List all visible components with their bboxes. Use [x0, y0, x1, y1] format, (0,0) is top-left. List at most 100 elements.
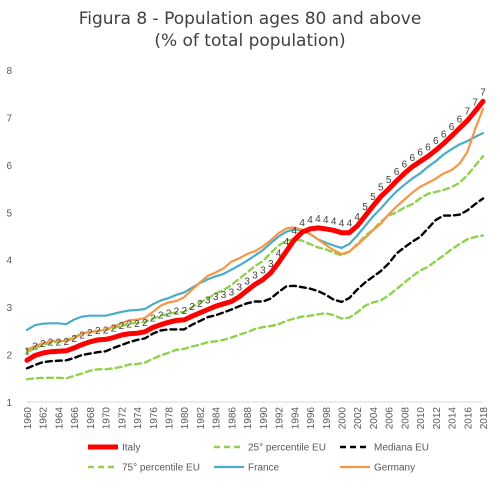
- x-tick-label: 2012: [432, 407, 443, 430]
- data-point-france: [89, 315, 91, 317]
- data-point-france: [427, 166, 429, 168]
- data-point-25-percentile-eu: [183, 348, 185, 350]
- data-point-italy: [183, 319, 185, 321]
- data-point-italy: [435, 149, 437, 151]
- x-tick-label: 2002: [353, 407, 364, 430]
- data-point-france: [176, 294, 178, 296]
- data-point-25-percentile-eu: [278, 323, 280, 325]
- data-point-25-percentile-eu: [89, 370, 91, 372]
- data-point-france: [113, 313, 115, 315]
- data-point-75-percentile-eu: [254, 265, 256, 267]
- data-point-france: [238, 265, 240, 267]
- x-tick-label: 2018: [479, 407, 490, 430]
- legend-label: 25° percentile EU: [248, 443, 326, 454]
- data-point-germany: [309, 233, 311, 235]
- data-point-italy: [278, 262, 280, 264]
- y-tick-label: 6: [6, 161, 12, 172]
- data-point-france: [443, 154, 445, 156]
- data-point-mediana-eu: [294, 285, 296, 287]
- data-point-italy: [207, 309, 209, 311]
- data-point-italy: [286, 250, 288, 252]
- data-point-germany: [459, 163, 461, 165]
- data-point-italy: [474, 110, 476, 112]
- data-point-italy: [176, 320, 178, 322]
- data-point-mediana-eu: [404, 247, 406, 249]
- data-point-france: [50, 322, 52, 324]
- data-label-italy: 3: [213, 292, 219, 303]
- x-tick-label: 1964: [54, 407, 65, 430]
- data-label-italy: 6: [457, 114, 463, 125]
- data-point-france: [270, 242, 272, 244]
- data-point-mediana-eu: [176, 329, 178, 331]
- data-point-25-percentile-eu: [168, 352, 170, 354]
- x-tick-label: 1998: [322, 407, 333, 430]
- data-label-italy: 1: [24, 346, 30, 357]
- chart-title-line1: Figura 8 - Population ages 80 and above: [78, 9, 422, 29]
- data-point-mediana-eu: [325, 294, 327, 296]
- data-point-mediana-eu: [191, 324, 193, 326]
- data-point-25-percentile-eu: [419, 270, 421, 272]
- data-point-france: [26, 329, 28, 331]
- data-point-25-percentile-eu: [459, 243, 461, 245]
- data-label-italy: 4: [323, 215, 329, 226]
- data-point-france: [380, 208, 382, 210]
- data-point-italy: [262, 279, 264, 281]
- data-point-75-percentile-eu: [238, 278, 240, 280]
- data-point-france: [388, 199, 390, 201]
- data-point-italy: [317, 227, 319, 229]
- data-point-france: [42, 323, 44, 325]
- data-label-italy: 6: [417, 148, 423, 159]
- data-label-italy: 2: [111, 323, 117, 334]
- data-label-italy: 2: [126, 320, 132, 331]
- data-point-italy: [160, 324, 162, 326]
- data-point-mediana-eu: [482, 198, 484, 200]
- data-label-italy: 2: [119, 321, 125, 332]
- data-point-75-percentile-eu: [443, 189, 445, 191]
- data-point-mediana-eu: [144, 338, 146, 340]
- data-point-italy: [427, 156, 429, 158]
- data-point-italy: [26, 359, 28, 361]
- data-label-italy: 4: [354, 212, 360, 223]
- x-tick-label: 1996: [306, 407, 317, 430]
- data-point-75-percentile-eu: [411, 203, 413, 205]
- data-point-germany: [238, 257, 240, 259]
- data-label-italy: 2: [95, 326, 101, 337]
- data-point-italy: [419, 161, 421, 163]
- data-label-italy: 6: [441, 130, 447, 141]
- data-label-italy: 3: [252, 270, 258, 281]
- x-tick-label: 1980: [180, 407, 191, 430]
- data-point-25-percentile-eu: [50, 377, 52, 379]
- data-label-italy: 5: [378, 183, 384, 194]
- data-point-germany: [419, 186, 421, 188]
- x-tick-label: 2006: [385, 407, 396, 430]
- data-point-75-percentile-eu: [301, 240, 303, 242]
- data-point-25-percentile-eu: [160, 355, 162, 357]
- data-point-france: [411, 178, 413, 180]
- data-point-mediana-eu: [152, 333, 154, 335]
- data-point-italy: [254, 284, 256, 286]
- data-point-france: [207, 278, 209, 280]
- data-point-75-percentile-eu: [404, 207, 406, 209]
- data-point-germany: [168, 302, 170, 304]
- data-point-italy: [364, 215, 366, 217]
- data-point-mediana-eu: [380, 270, 382, 272]
- data-point-mediana-eu: [451, 215, 453, 217]
- data-point-mediana-eu: [66, 359, 68, 361]
- data-point-france: [73, 319, 75, 321]
- data-point-25-percentile-eu: [333, 314, 335, 316]
- y-tick-label: 7: [6, 113, 12, 124]
- data-label-italy: 6: [433, 136, 439, 147]
- data-point-italy: [246, 290, 248, 292]
- data-label-italy: 5: [362, 202, 368, 213]
- data-point-mediana-eu: [356, 289, 358, 291]
- x-tick-label: 1990: [259, 407, 270, 430]
- series-line-25-percentile-eu: [25, 234, 485, 381]
- series-line-germany: [25, 107, 485, 351]
- data-point-mediana-eu: [435, 219, 437, 221]
- data-point-germany: [380, 223, 382, 225]
- data-point-italy: [223, 303, 225, 305]
- data-point-france: [474, 136, 476, 138]
- data-point-mediana-eu: [411, 241, 413, 243]
- data-label-italy: 7: [480, 87, 486, 98]
